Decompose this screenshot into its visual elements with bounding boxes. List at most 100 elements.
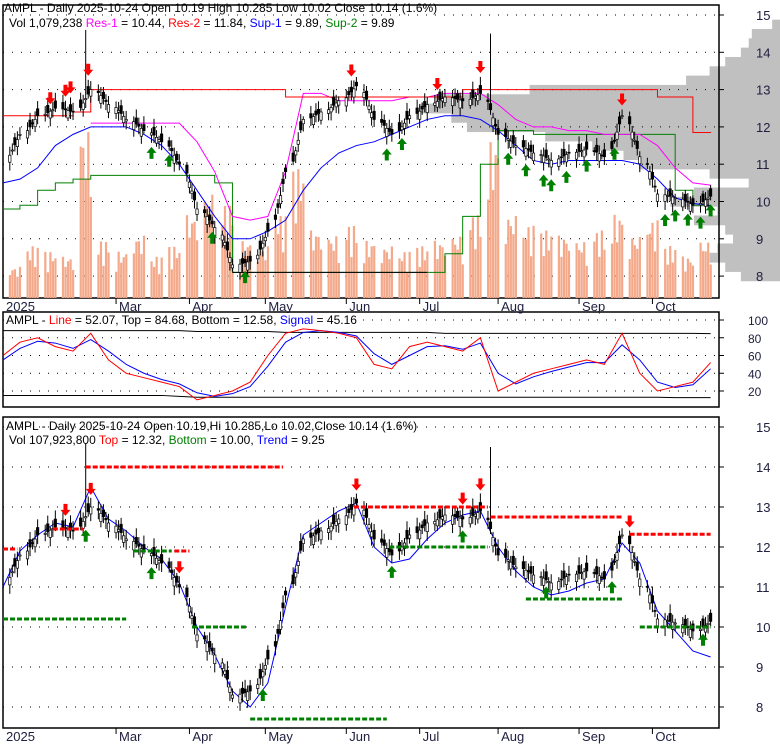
candle-body-price [496,127,500,135]
volume-bar [49,252,52,298]
candle-body-trend [213,654,217,665]
date-label: Jun [349,729,370,744]
candle-body-trend [190,615,194,619]
candle-body-price [25,130,30,139]
volume-bar [259,250,262,298]
candle-body-trend [509,561,513,570]
candle-body-price [418,110,422,120]
candle-body-trend [327,528,331,533]
buy-arrow-icon [164,154,175,167]
candle-body-price [648,171,652,180]
volume-bar [282,252,285,298]
trend-line [2,485,711,708]
candle-body-price [628,116,632,125]
candle-body-trend [491,537,495,547]
volume-bar [456,249,459,298]
volume-bar [150,261,153,298]
candle-body-trend [435,519,439,527]
candle-body-trend [329,525,333,532]
candle-body-trend [496,548,500,556]
volume-bar [400,261,404,298]
candle-body-trend [122,535,126,543]
candle-body-price [296,139,300,145]
candle-body-price [620,115,624,118]
candle-body-trend [529,566,533,574]
candle-body-price [154,136,159,144]
candle-body-price [68,104,73,112]
volume-bar [213,237,216,298]
candle-body-trend [592,572,596,574]
candle-body-price [61,102,65,110]
candle-body-trend [344,515,348,525]
candle-body-price [96,90,100,93]
legend-trend: Trend [256,433,288,447]
volume-bar [196,240,199,298]
price-profile-bar [451,112,780,123]
volume-bar [13,269,17,298]
volume-bar [492,190,495,298]
axis-label-price: 15 [756,8,770,23]
legend-sup2: Sup-2 [325,16,358,30]
candle-body-trend [349,504,353,510]
buy-arrow-icon [538,174,549,187]
candle-body-trend [294,572,298,578]
candle-body-trend [567,573,571,576]
volume-bar [122,257,125,298]
candle-body-price [488,103,493,111]
volume-bar [388,259,391,298]
buy-arrow-icon [396,138,407,151]
candle-body-price [223,242,227,246]
sell-arrow-icon [475,60,486,73]
trend-buy-arrow-icon [698,633,709,646]
candle-body-price [638,156,642,165]
candle-body-trend [615,552,619,561]
candle-body-trend [418,529,422,540]
volume-bar [474,249,477,298]
volume-bar [522,237,525,298]
candle-body-trend [471,507,475,517]
candle-body-price [256,254,260,260]
volume-bar [486,199,490,298]
buy-arrow-icon [240,271,251,284]
volume-bar [471,217,474,298]
axis-label-price-trend: 8 [756,700,763,715]
candle-body-price [529,144,533,152]
trend-sell-arrow-icon [351,478,362,491]
volume-bar [704,251,707,298]
candle-body-trend [10,571,14,574]
candle-body-price [382,120,386,126]
volume-bar [160,257,163,298]
volume-bar [583,242,586,298]
date-label: Jul [423,299,440,314]
candle-body-trend [610,562,614,571]
volume-bar [125,254,128,298]
volume-bar [524,239,528,298]
candle-body-trend [595,566,599,575]
candle-body-trend [246,691,250,701]
legend-bottom: Bottom [168,433,207,447]
candle-body-trend [698,628,703,631]
candle-body-price [615,131,619,140]
candle-body-price [709,188,713,197]
candle-body-price [122,116,126,123]
volume-bar [621,224,624,298]
candle-body-price [633,139,637,142]
trend-sell-arrow-icon [60,503,71,516]
legend-signal-value: = 45.16 [313,313,357,327]
volume-bar [542,256,545,298]
candle-body-price [526,148,531,151]
sell-arrow-icon [65,81,76,94]
candle-body-price [509,140,513,148]
candle-body-price [597,153,601,162]
candle-body-price [397,122,401,131]
trend-buy-arrow-icon [606,581,617,594]
candle-body-trend [709,612,713,622]
volume-bar [638,236,641,298]
volume-bar [312,250,315,298]
candle-body-trend [362,509,366,516]
candle-body-price [243,259,247,264]
axis-label-osc: 60 [748,350,762,364]
candle-body-price [663,194,667,202]
volume-bar [598,256,601,298]
candle-body-price [210,220,214,225]
